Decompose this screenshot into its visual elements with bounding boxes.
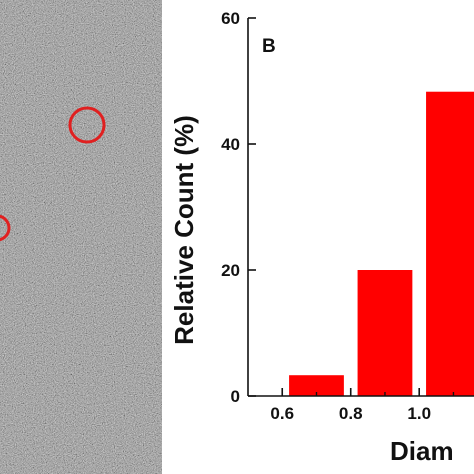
bars-group bbox=[289, 91, 474, 397]
x-tick-label: 1.0 bbox=[407, 404, 431, 423]
y-tick-label: 0 bbox=[231, 387, 240, 406]
histogram-bar bbox=[289, 375, 344, 396]
x-tick-label: 0.6 bbox=[270, 404, 294, 423]
x-tick-label: 0.8 bbox=[339, 404, 363, 423]
x-axis-title: Diam bbox=[390, 436, 454, 466]
particle-marker-circle bbox=[68, 106, 106, 144]
histogram-chart: 0 20 40 60 0.6 0.8 1.0 B Relative Count (%) Di… bbox=[169, 9, 474, 466]
micrograph-texture bbox=[0, 0, 162, 474]
ticks-group: 0 20 40 60 0.6 0.8 1.0 bbox=[221, 9, 455, 423]
micrograph-panel bbox=[0, 0, 162, 474]
y-tick-label: 20 bbox=[221, 261, 240, 280]
histogram-bar bbox=[357, 270, 413, 396]
particle-marker-circle bbox=[0, 214, 11, 242]
y-tick-label: 40 bbox=[221, 135, 240, 154]
panel-label: B bbox=[262, 36, 276, 57]
histogram-bar bbox=[426, 91, 474, 397]
y-tick-label: 60 bbox=[221, 9, 240, 28]
y-axis-title: Relative Count (%) bbox=[169, 115, 199, 345]
